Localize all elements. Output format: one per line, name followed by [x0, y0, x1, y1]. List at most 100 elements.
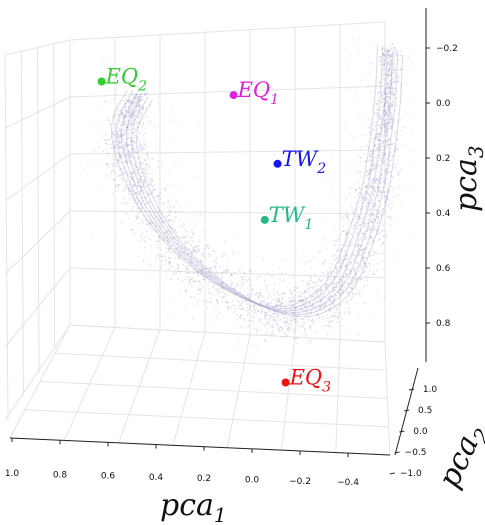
cloud-point — [383, 129, 386, 132]
cloud-point — [127, 128, 129, 131]
cloud-point — [388, 119, 391, 122]
cloud-point — [166, 275, 168, 278]
cloud-point — [119, 146, 122, 149]
cloud-point — [207, 252, 210, 255]
cloud-point — [404, 190, 407, 192]
cloud-point — [375, 176, 378, 179]
cloud-point — [240, 307, 243, 310]
cloud-point — [180, 279, 183, 282]
cloud-point — [325, 304, 327, 307]
cloud-point — [292, 318, 295, 321]
cloud-point — [387, 134, 390, 137]
cloud-point — [119, 140, 122, 143]
cloud-point — [237, 306, 239, 309]
cloud-point — [179, 276, 181, 278]
cloud-point — [123, 116, 126, 119]
cloud-point — [151, 260, 153, 263]
cloud-point — [386, 142, 388, 145]
cloud-point — [174, 229, 177, 232]
cloud-point — [300, 305, 303, 308]
cloud-point — [283, 317, 285, 320]
cloud-point — [343, 191, 346, 194]
cloud-point — [145, 154, 148, 156]
cloud-point — [122, 171, 125, 174]
point-label: TW1 — [269, 203, 314, 233]
cloud-point — [362, 272, 364, 274]
cloud-point — [387, 114, 389, 117]
cloud-point — [121, 179, 124, 181]
cloud-point — [341, 332, 344, 335]
cloud-point — [209, 253, 212, 256]
cloud-point — [371, 213, 374, 215]
cloud-point — [378, 275, 381, 278]
cloud-point — [195, 245, 198, 247]
cloud-point — [222, 291, 225, 294]
cloud-point — [255, 312, 258, 315]
cloud-point — [302, 300, 304, 303]
cloud-point — [310, 309, 313, 312]
cloud-point — [386, 143, 389, 146]
cloud-point — [192, 247, 194, 249]
cloud-point — [372, 156, 375, 159]
cloud-point — [357, 315, 360, 317]
cloud-point — [365, 209, 368, 211]
cloud-point — [241, 300, 244, 303]
cloud-point — [143, 196, 146, 199]
cloud-point — [333, 282, 336, 285]
cloud-point — [122, 132, 125, 135]
cloud-point — [141, 186, 143, 189]
cloud-point — [276, 309, 279, 312]
cloud-point — [266, 321, 268, 324]
cloud-point — [382, 58, 385, 61]
cloud-point — [216, 277, 219, 280]
cloud-point — [313, 282, 316, 284]
cloud-point — [375, 114, 378, 117]
cloud-point — [182, 276, 185, 279]
cloud-point — [146, 201, 148, 204]
cloud-point — [366, 170, 369, 172]
cloud-point — [297, 306, 300, 309]
cloud-point — [351, 287, 353, 290]
cloud-point — [348, 187, 351, 190]
cloud-point — [142, 231, 144, 233]
cloud-point — [349, 278, 352, 280]
cloud-point — [247, 324, 250, 327]
cloud-point — [94, 157, 97, 160]
cloud-point — [151, 158, 154, 160]
cloud-point — [125, 154, 128, 156]
cloud-point — [324, 260, 326, 262]
grid-lines — [4, 21, 391, 456]
cloud-point — [343, 234, 346, 237]
cloud-point — [273, 334, 275, 337]
cloud-point — [216, 291, 219, 293]
cloud-point — [271, 295, 273, 297]
cloud-point — [358, 206, 360, 208]
cloud-point — [309, 326, 312, 329]
cloud-point — [362, 197, 365, 200]
cloud-point — [388, 68, 391, 70]
cloud-point — [129, 165, 132, 168]
cloud-point — [116, 165, 118, 168]
cloud-point — [337, 321, 340, 324]
cloud-point — [251, 313, 254, 316]
cloud-point — [266, 308, 269, 311]
cloud-point — [372, 263, 375, 266]
cloud-point — [265, 323, 268, 326]
cloud-point — [110, 172, 112, 174]
cloud-point — [403, 115, 406, 117]
cloud-point — [206, 306, 209, 309]
cloud-point — [263, 324, 266, 326]
cloud-point — [369, 258, 372, 261]
cloud-point — [190, 251, 193, 254]
cloud-point — [253, 345, 256, 347]
cloud-point — [291, 311, 294, 314]
cloud-point — [383, 195, 386, 198]
cloud-point — [392, 142, 395, 145]
cloud-point — [126, 157, 129, 160]
cloud-point — [328, 309, 331, 312]
cloud-point — [366, 190, 369, 193]
cloud-point — [276, 297, 279, 299]
cloud-point — [313, 302, 315, 305]
cloud-point — [350, 282, 353, 285]
cloud-point — [386, 82, 389, 85]
